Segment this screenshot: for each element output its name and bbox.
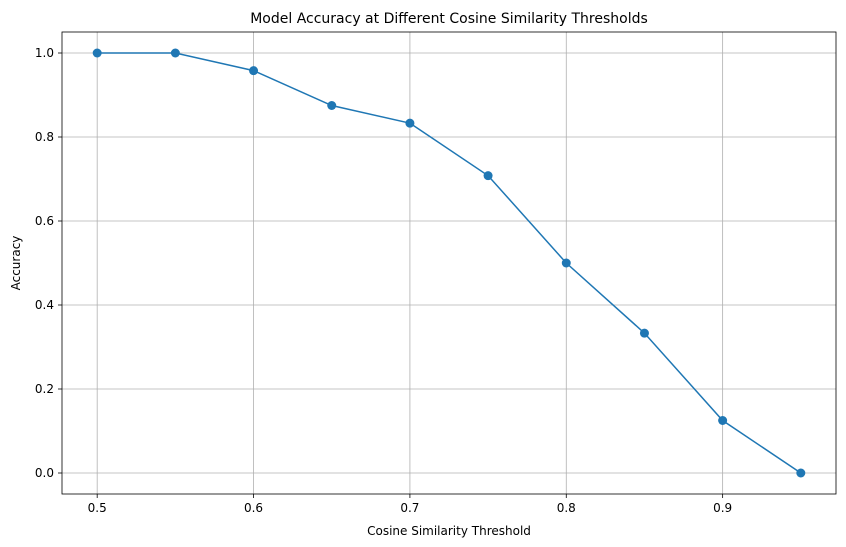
x-tick-label: 0.5 [88, 501, 107, 515]
data-point [405, 118, 415, 128]
data-point [796, 468, 806, 478]
y-tick-label: 0.2 [35, 382, 54, 396]
chart-title: Model Accuracy at Different Cosine Simil… [250, 11, 648, 27]
data-point [483, 171, 493, 181]
x-tick-label: 0.8 [557, 501, 576, 515]
data-point [639, 328, 649, 338]
axis-ticks: 0.5 0.6 0.7 0.8 0.9 0.0 0.2 0.4 0.6 0.8 1.0 [35, 46, 732, 515]
y-tick-label: 0.8 [35, 130, 54, 144]
y-axis-label: Accuracy [9, 236, 23, 291]
data-point [718, 416, 728, 425]
x-tick-label: 0.7 [400, 501, 419, 515]
series-line [97, 52, 802, 474]
y-tick-label: 1.0 [35, 46, 54, 60]
x-tick-label: 0.6 [244, 501, 263, 515]
series [92, 48, 806, 478]
y-tick-label: 0.0 [35, 466, 54, 480]
plot-frame [61, 31, 837, 495]
y-tick-label: 0.4 [35, 298, 54, 312]
x-tick-label: 0.9 [713, 501, 732, 515]
data-point [249, 66, 259, 76]
data-point [327, 101, 337, 110]
data-point [92, 48, 102, 58]
x-axis-label: Cosine Similarity Threshold [367, 524, 531, 538]
grid [62, 32, 836, 494]
data-point [170, 48, 180, 58]
y-tick-label: 0.6 [35, 214, 54, 228]
data-point [561, 258, 571, 268]
